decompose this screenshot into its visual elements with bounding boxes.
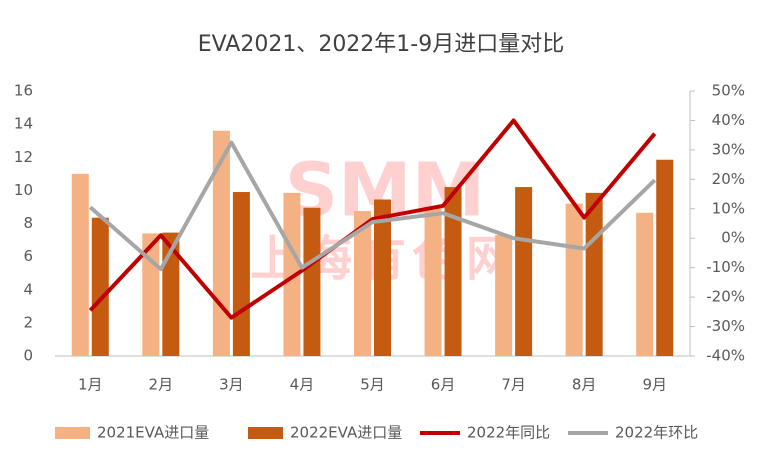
legend-swatch bbox=[55, 427, 90, 439]
y2-tick-label: 50% bbox=[712, 82, 745, 100]
y-tick-label: 4 bbox=[23, 280, 33, 298]
bar bbox=[636, 212, 654, 356]
y-tick-label: 14 bbox=[14, 115, 33, 133]
bar bbox=[232, 192, 250, 356]
legend-label: 2022年环比 bbox=[615, 424, 698, 442]
bar bbox=[71, 173, 89, 356]
y2-tick-label: -10% bbox=[706, 258, 745, 276]
x-tick-label: 1月 bbox=[78, 376, 103, 394]
chart-title: EVA2021、2022年1-9月进口量对比 bbox=[198, 32, 565, 57]
y-tick-label: 6 bbox=[23, 247, 33, 265]
legend-label: 2022年同比 bbox=[467, 424, 550, 442]
x-tick-label: 7月 bbox=[501, 376, 526, 394]
bar bbox=[515, 187, 533, 356]
legend-label: 2022EVA进口量 bbox=[290, 424, 402, 442]
bar bbox=[354, 211, 371, 356]
y2-tick-label: 20% bbox=[712, 170, 745, 188]
bar bbox=[374, 199, 391, 356]
y2-tick-label: 40% bbox=[712, 111, 745, 129]
x-tick-label: 9月 bbox=[642, 376, 667, 394]
bar bbox=[565, 203, 583, 356]
bar bbox=[91, 217, 109, 356]
line bbox=[88, 118, 657, 320]
legend-label: 2021EVA进口量 bbox=[97, 424, 209, 442]
y2-tick-label: -20% bbox=[706, 288, 745, 306]
y-tick-label: 12 bbox=[14, 148, 33, 166]
y-tick-label: 16 bbox=[14, 82, 33, 100]
x-tick-label: 2月 bbox=[149, 376, 174, 394]
y-tick-label: 2 bbox=[23, 313, 33, 331]
bar bbox=[283, 192, 301, 356]
x-tick-label: 3月 bbox=[219, 376, 244, 394]
bar bbox=[495, 235, 513, 356]
y2-tick-label: 30% bbox=[712, 140, 745, 158]
bar bbox=[303, 207, 321, 356]
y2-tick-label: 0% bbox=[721, 229, 745, 247]
x-tick-label: 8月 bbox=[572, 376, 597, 394]
x-tick-label: 5月 bbox=[360, 376, 385, 394]
y2-tick-label: -30% bbox=[706, 317, 745, 335]
bar bbox=[585, 192, 603, 356]
y-tick-label: 0 bbox=[23, 347, 33, 365]
bar bbox=[162, 232, 180, 356]
legend-swatch bbox=[248, 427, 283, 439]
bar bbox=[444, 187, 462, 356]
bar bbox=[424, 206, 442, 356]
x-tick-label: 4月 bbox=[290, 376, 315, 394]
line bbox=[88, 140, 657, 272]
bar bbox=[656, 159, 674, 356]
y-tick-label: 8 bbox=[23, 214, 33, 232]
y2-tick-label: 10% bbox=[712, 199, 745, 217]
y2-tick-label: -40% bbox=[706, 347, 745, 365]
y-tick-label: 10 bbox=[14, 181, 33, 199]
x-tick-label: 6月 bbox=[431, 376, 456, 394]
